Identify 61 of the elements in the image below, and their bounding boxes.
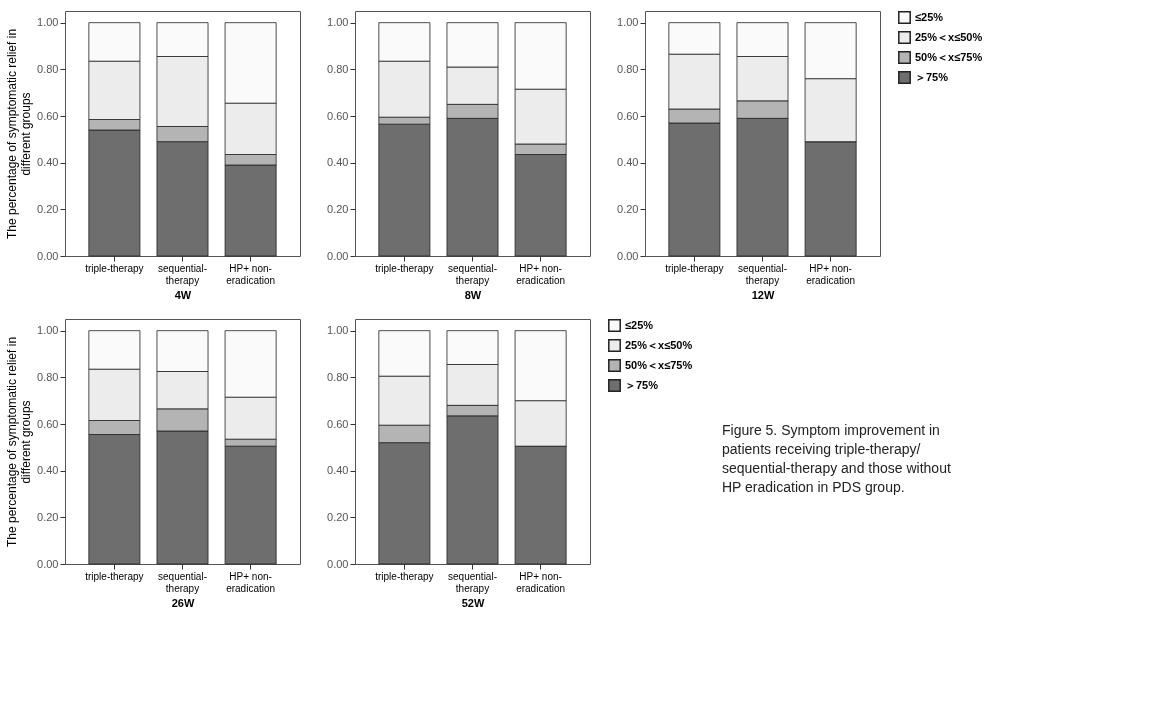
y-tick-label: 0.00 — [327, 557, 349, 570]
y-tick-label: 0.60 — [327, 417, 349, 430]
y-axis-title: The percentage of symptomatic relief in different groups — [5, 336, 34, 548]
y-tick-label: 0.20 — [37, 202, 59, 215]
legend-label: ＞75% — [915, 70, 949, 83]
x-tick-label: HP+ non-eradication — [806, 262, 856, 286]
x-tick-label: sequential-therapy — [158, 570, 207, 594]
x-tick-label: sequential-therapy — [738, 262, 787, 286]
y-tick-label: 1.00 — [37, 16, 59, 29]
y-axis-title: The percentage of symptomatic relief in different groups — [5, 28, 34, 240]
legend-label: ≤25% — [915, 10, 944, 23]
caption: Figure 5. Symptom improvement in patients receiving triple-therapy/ sequential-therapy and those without HP eradication in PDS group. — [722, 421, 951, 495]
legend-label: ＞75% — [625, 378, 659, 391]
y-tick-label: 0.60 — [37, 109, 59, 122]
y-tick-label: 0.40 — [37, 156, 59, 169]
y-tick-label: 1.00 — [37, 324, 59, 337]
legend-label: 50%＜x≤75% — [625, 358, 693, 371]
y-tick-label: 0.60 — [327, 109, 349, 122]
x-tick-label: HP+ non-eradication — [516, 262, 566, 286]
x-axis-title: 52W — [461, 596, 485, 609]
y-tick-label: 1.00 — [327, 16, 349, 29]
legend-label: ≤25% — [625, 318, 654, 331]
x-tick-label: HP+ non-eradication — [226, 262, 276, 286]
x-tick-label: triple-therapy — [665, 262, 724, 274]
legend-label: 25%＜x≤50% — [915, 30, 983, 43]
y-tick-label: 1.00 — [617, 16, 639, 29]
x-tick-label: sequential-therapy — [448, 570, 497, 594]
y-tick-label: 0.20 — [327, 202, 349, 215]
y-tick-label: 0.40 — [327, 464, 349, 477]
y-tick-label: 1.00 — [327, 324, 349, 337]
y-tick-label: 0.00 — [617, 249, 639, 262]
y-tick-label: 0.60 — [37, 417, 59, 430]
x-axis-title: 12W — [751, 288, 775, 301]
y-tick-label: 0.00 — [37, 557, 59, 570]
x-tick-label: triple-therapy — [375, 262, 434, 274]
x-tick-label: triple-therapy — [85, 262, 144, 274]
y-tick-label: 0.20 — [37, 510, 59, 523]
y-tick-label: 0.40 — [617, 156, 639, 169]
x-tick-label: HP+ non-eradication — [226, 570, 276, 594]
y-tick-label: 0.80 — [37, 62, 59, 75]
x-tick-label: sequential-therapy — [158, 262, 207, 286]
legend-label: 25%＜x≤50% — [625, 338, 693, 351]
x-tick-label: sequential-therapy — [448, 262, 497, 286]
y-tick-label: 0.80 — [327, 62, 349, 75]
x-tick-label: triple-therapy — [375, 570, 434, 582]
legend-label: 50%＜x≤75% — [915, 50, 983, 63]
y-tick-label: 0.60 — [617, 109, 639, 122]
x-axis-title: 8W — [464, 288, 482, 301]
x-tick-label: triple-therapy — [85, 570, 144, 582]
y-tick-label: 0.40 — [37, 464, 59, 477]
y-tick-label: 0.80 — [37, 370, 59, 383]
x-axis-title: 4W — [174, 288, 192, 301]
y-tick-label: 0.20 — [327, 510, 349, 523]
x-tick-label: HP+ non-eradication — [516, 570, 566, 594]
y-tick-label: 0.00 — [37, 249, 59, 262]
x-axis-title: 26W — [171, 596, 195, 609]
y-tick-label: 0.40 — [327, 156, 349, 169]
y-tick-label: 0.80 — [327, 370, 349, 383]
y-tick-label: 0.80 — [617, 62, 639, 75]
y-tick-label: 0.20 — [617, 202, 639, 215]
y-tick-label: 0.00 — [327, 249, 349, 262]
